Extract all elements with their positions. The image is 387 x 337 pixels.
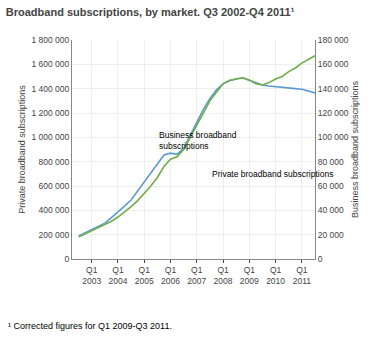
svg-text:Q12008: Q12008 <box>214 265 233 286</box>
svg-text:Private broadband subscription: Private broadband subscriptions <box>212 169 333 179</box>
svg-text:0: 0 <box>65 254 70 264</box>
svg-text:120 000: 120 000 <box>318 108 349 118</box>
svg-text:200 000: 200 000 <box>39 230 70 240</box>
svg-text:20 000: 20 000 <box>318 230 344 240</box>
svg-text:Q12004: Q12004 <box>109 265 128 286</box>
svg-text:Business broadband subscriptio: Business broadband subscriptions <box>350 80 360 218</box>
svg-text:100 000: 100 000 <box>318 132 349 142</box>
svg-text:¹ Corrected figures for Q1 200: ¹ Corrected figures for Q1 2009-Q3 2011. <box>8 321 172 331</box>
svg-text:140 000: 140 000 <box>318 84 349 94</box>
svg-text:Q12007: Q12007 <box>187 265 206 286</box>
svg-text:40 000: 40 000 <box>318 205 344 215</box>
svg-text:Business broadbandsubscription: Business broadbandsubscriptions <box>159 130 237 151</box>
svg-text:600 000: 600 000 <box>39 181 70 191</box>
svg-text:Q12011: Q12011 <box>293 265 312 286</box>
svg-text:80 000: 80 000 <box>318 157 344 167</box>
svg-text:60 000: 60 000 <box>318 181 344 191</box>
svg-text:1 200 000: 1 200 000 <box>31 108 69 118</box>
svg-text:Q12009: Q12009 <box>240 265 259 286</box>
svg-text:180 000: 180 000 <box>318 35 349 45</box>
svg-text:1 800 000: 1 800 000 <box>31 35 69 45</box>
svg-text:160 000: 160 000 <box>318 59 349 69</box>
svg-text:Q12003: Q12003 <box>82 265 101 286</box>
svg-text:800 000: 800 000 <box>39 157 70 167</box>
svg-text:1 400 000: 1 400 000 <box>31 84 69 94</box>
svg-text:Q12010: Q12010 <box>266 265 285 286</box>
svg-text:1 000 000: 1 000 000 <box>31 132 69 142</box>
svg-text:Q12005: Q12005 <box>135 265 154 286</box>
svg-text:Broadband subscriptions, by ma: Broadband subscriptions, by market. Q3 2… <box>6 6 295 18</box>
svg-text:0: 0 <box>318 254 323 264</box>
svg-text:1 600 000: 1 600 000 <box>31 59 69 69</box>
svg-text:Q12006: Q12006 <box>161 265 180 286</box>
svg-text:Private broadband subscription: Private broadband subscriptions <box>17 85 27 214</box>
svg-text:400 000: 400 000 <box>39 205 70 215</box>
